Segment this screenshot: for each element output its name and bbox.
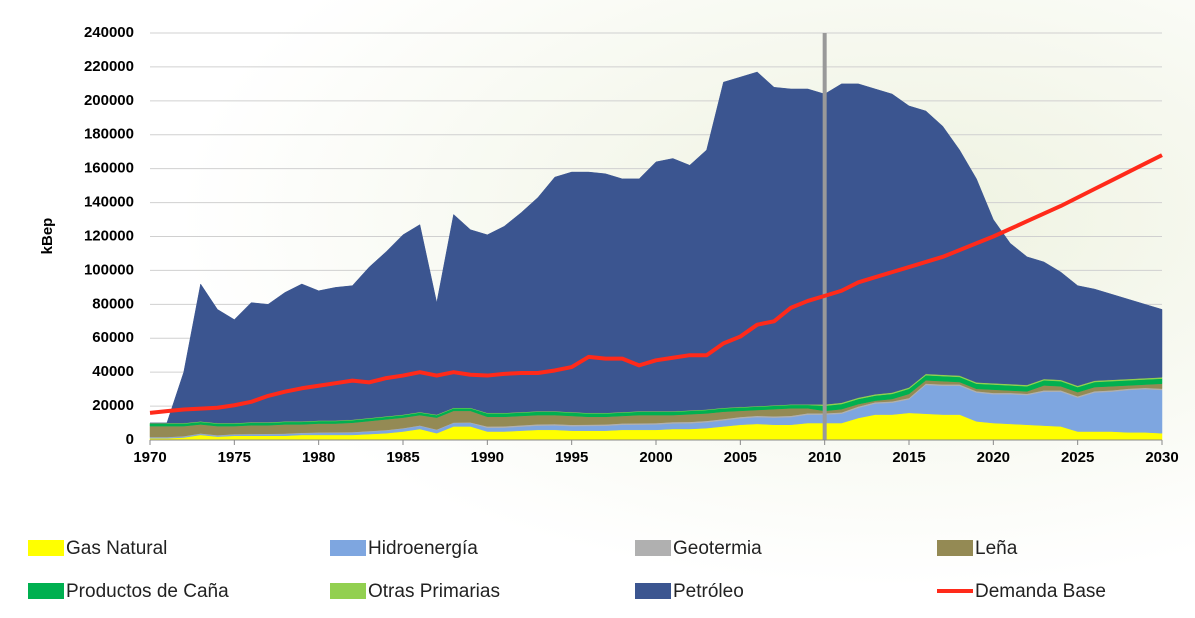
legend-swatch [330,583,366,599]
legend-label: Hidroenergía [368,538,478,559]
legend-label: Leña [975,538,1018,559]
x-tick-label: 2025 [1061,449,1094,466]
legend: Gas Natural Hidroenergía Geotermia Leña Prod… [28,538,1106,602]
legend-label: Geotermia [673,538,762,559]
legend-label: Gas Natural [66,538,167,559]
legend-label: Petróleo [673,581,744,602]
y-tick-label: 120000 [84,227,134,244]
y-axis-label: kBep [39,218,56,255]
legend-swatch [330,540,366,556]
x-tick-label: 2010 [808,449,841,466]
y-tick-label: 240000 [84,24,134,41]
x-tick-label: 2000 [639,449,672,466]
x-tick-label: 2030 [1145,449,1178,466]
y-tick-label: 180000 [84,126,134,143]
x-tick-label: 1980 [302,449,335,466]
legend-swatch [28,583,64,599]
y-tick-label: 100000 [84,261,134,278]
y-tick-label: 60000 [92,329,134,346]
x-tick-label: 2015 [892,449,925,466]
legend-swatch [28,540,64,556]
plot-area: 0 20000 40000 60000 80000 100000 120000 140000 1… [84,24,1179,466]
legend-label: Productos de Caña [66,581,229,602]
legend-swatch [635,583,671,599]
x-tick-label: 1985 [386,449,419,466]
x-tick-label: 1970 [133,449,166,466]
y-tick-label: 160000 [84,160,134,177]
y-tick-label: 200000 [84,92,134,109]
x-tick-label: 1995 [555,449,588,466]
y-tick-label: 220000 [84,58,134,75]
y-tick-label: 40000 [92,363,134,380]
y-tick-label: 0 [126,431,134,448]
x-tick-label: 1975 [218,449,251,466]
y-tick-label: 20000 [92,397,134,414]
area [150,71,1163,424]
line [149,153,1163,415]
x-tick-label: 2005 [724,449,757,466]
y-tick-label: 80000 [92,295,134,312]
legend-label: Otras Primarias [368,581,500,602]
legend-swatch [635,540,671,556]
legend-label: Demanda Base [975,581,1106,602]
y-tick-label: 140000 [84,194,134,211]
x-tick-label: 1990 [471,449,504,466]
legend-swatch [937,540,973,556]
x-tick-label: 2020 [977,449,1010,466]
